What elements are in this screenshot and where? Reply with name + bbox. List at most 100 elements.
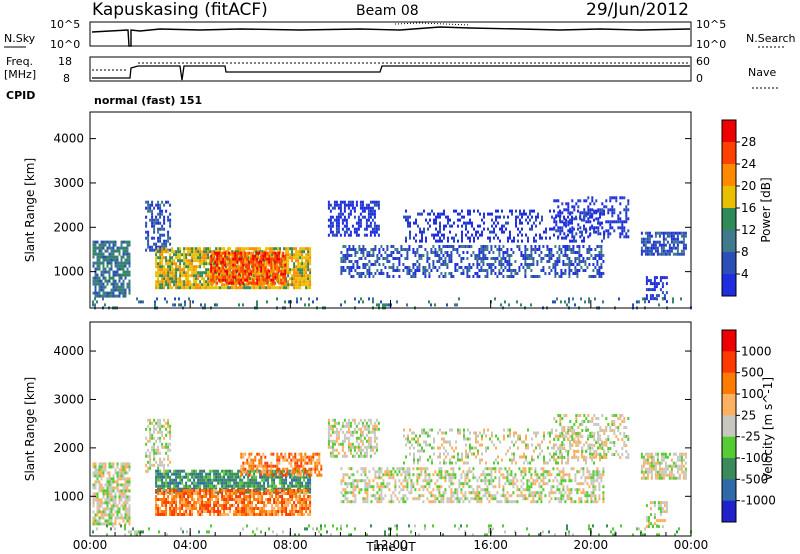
heatmap-cell — [266, 260, 269, 264]
heatmap-cell — [256, 254, 259, 258]
heatmap-cell — [169, 271, 172, 275]
heatmap-cell — [506, 260, 509, 263]
heatmap-cell — [159, 457, 162, 461]
heatmap-cell — [207, 256, 210, 260]
heatmap-cell — [218, 257, 221, 261]
heatmap-cell — [253, 507, 256, 510]
heatmap-cell — [179, 510, 182, 513]
heatmap-cell — [157, 280, 160, 284]
heatmap-cell — [556, 263, 559, 266]
heatmap-cell — [219, 490, 222, 494]
heatmap-cell — [599, 211, 602, 215]
heatmap-cell — [92, 300, 94, 304]
heatmap-cell — [229, 484, 232, 488]
heatmap-cell — [159, 259, 162, 263]
heatmap-cell — [327, 218, 330, 222]
heatmap-cell — [169, 242, 172, 246]
heatmap-cell — [290, 470, 293, 474]
heatmap-cell — [536, 275, 539, 278]
heatmap-cell — [588, 263, 591, 266]
heatmap-cell — [165, 283, 168, 287]
heatmap-cell — [357, 218, 360, 222]
heatmap-cell — [428, 272, 431, 275]
heatmap-cell — [108, 279, 111, 283]
heatmap-cell — [161, 478, 164, 482]
heatmap-cell — [167, 472, 170, 476]
heatmap-cell — [227, 478, 230, 482]
heatmap-cell — [100, 252, 103, 256]
heatmap-cell — [601, 208, 604, 212]
heatmap-cell — [157, 487, 160, 491]
heatmap-cell — [563, 215, 565, 219]
heatmap-cell — [124, 273, 127, 277]
nsky-top-tick: 10^5 — [50, 18, 80, 31]
heatmap-cell — [587, 208, 590, 212]
heatmap-cell — [583, 214, 586, 218]
heatmap-cell — [235, 492, 238, 495]
heatmap-cell — [116, 486, 119, 490]
heatmap-cell — [615, 199, 618, 203]
heatmap-cell — [287, 489, 290, 492]
heatmap-cell — [335, 230, 338, 234]
heatmap-cell — [242, 467, 245, 471]
heatmap-cell — [145, 436, 148, 440]
heatmap-cell — [124, 480, 127, 484]
heatmap-cell — [278, 281, 281, 285]
heatmap-cell — [524, 263, 527, 266]
heatmap-cell — [197, 277, 200, 281]
heatmap-cell — [329, 224, 332, 228]
heatmap-cell — [448, 257, 451, 260]
heatmap-cell — [151, 218, 154, 222]
heatmap-cell — [159, 484, 162, 488]
heatmap-cell — [126, 507, 129, 511]
heatmap-cell — [453, 221, 455, 225]
heatmap-cell — [254, 281, 257, 285]
heatmap-cell — [623, 229, 626, 233]
heatmap-cell — [405, 218, 407, 222]
heatmap-cell — [114, 261, 117, 265]
heatmap-cell — [582, 245, 585, 248]
heatmap-cell — [98, 486, 101, 490]
heatmap-cell — [122, 462, 125, 466]
freq-trace — [92, 65, 690, 81]
heatmap-cell — [573, 205, 576, 209]
heatmap-cell — [110, 480, 113, 484]
heatmap-cell — [423, 227, 425, 231]
heatmap-cell — [241, 274, 244, 278]
heatmap-cell — [269, 286, 272, 290]
heatmap-cell — [406, 254, 409, 257]
heatmap-cell — [289, 498, 292, 501]
heatmap-cell — [508, 263, 511, 266]
heatmap-cell — [431, 233, 433, 237]
heatmap-cell — [255, 492, 258, 495]
heatmap-cell — [114, 258, 117, 262]
heatmap-cell — [299, 481, 302, 485]
heatmap-cell — [118, 294, 121, 298]
heatmap-cell — [203, 250, 206, 254]
heatmap-cell — [118, 516, 121, 520]
heatmap-cell — [167, 271, 170, 275]
heatmap-cell — [649, 294, 652, 298]
heatmap-cell — [305, 507, 308, 510]
heatmap-cell — [128, 273, 131, 277]
heatmap-cell — [343, 233, 346, 237]
heatmap-cell — [248, 275, 251, 279]
heatmap-cell — [108, 486, 111, 490]
heatmap-cell — [271, 250, 274, 254]
heatmap-cell — [593, 211, 596, 215]
heatmap-cell — [362, 272, 365, 275]
heatmap-cell — [225, 469, 228, 473]
heatmap-cell — [462, 251, 465, 254]
heatmap-cell — [221, 498, 224, 501]
heatmap-cell — [470, 254, 473, 257]
heatmap-cell — [169, 448, 172, 452]
heatmap-cell — [299, 475, 302, 479]
heatmap-cell — [444, 263, 447, 266]
heatmap-cell — [551, 227, 553, 231]
heatmap-cell — [269, 498, 272, 501]
heatmap-cell — [333, 233, 336, 237]
heatmap-cell — [108, 240, 111, 244]
heatmap-cell — [92, 276, 95, 280]
heatmap-cell — [205, 247, 208, 251]
heatmap-cell — [159, 472, 162, 476]
